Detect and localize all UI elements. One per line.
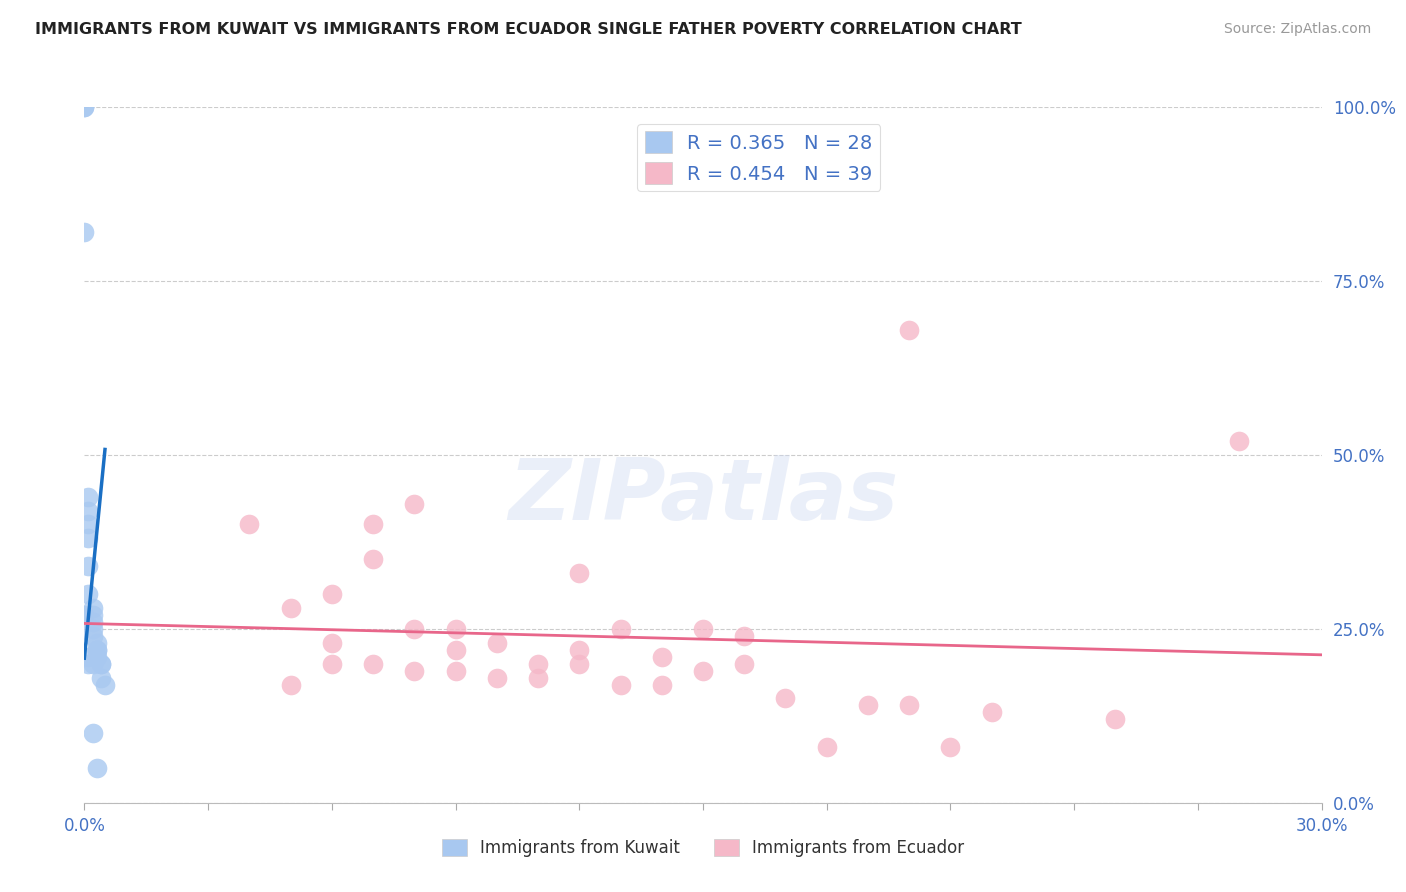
Point [485, 636, 508, 650]
Point [485, 671, 508, 685]
Point [86, 761, 108, 775]
Point [238, 517, 260, 532]
Point [90, 657, 112, 671]
Point [82, 622, 104, 636]
Point [73, 607, 96, 622]
Point [692, 664, 714, 678]
Text: IMMIGRANTS FROM KUWAIT VS IMMIGRANTS FROM ECUADOR SINGLE FATHER POVERTY CORRELAT: IMMIGRANTS FROM KUWAIT VS IMMIGRANTS FRO… [35, 22, 1022, 37]
Point [280, 677, 302, 691]
Text: Source: ZipAtlas.com: Source: ZipAtlas.com [1223, 22, 1371, 37]
Point [651, 649, 673, 664]
Point [568, 657, 591, 671]
Point [939, 740, 962, 755]
Point [361, 517, 384, 532]
Point [444, 642, 467, 657]
Point [1104, 712, 1126, 726]
Point [82, 607, 104, 622]
Point [77, 649, 100, 664]
Point [404, 622, 426, 636]
Point [82, 629, 104, 643]
Point [361, 552, 384, 566]
Point [404, 664, 426, 678]
Point [321, 587, 343, 601]
Point [733, 657, 755, 671]
Point [651, 677, 673, 691]
Point [733, 629, 755, 643]
Point [73, 100, 96, 114]
Point [77, 587, 100, 601]
Legend: Immigrants from Kuwait, Immigrants from Ecuador: Immigrants from Kuwait, Immigrants from … [436, 832, 970, 864]
Point [404, 497, 426, 511]
Point [86, 649, 108, 664]
Point [77, 490, 100, 504]
Point [444, 664, 467, 678]
Point [898, 323, 921, 337]
Point [321, 636, 343, 650]
Point [77, 503, 100, 517]
Point [82, 615, 104, 629]
Point [73, 100, 96, 114]
Point [898, 698, 921, 713]
Point [980, 706, 1002, 720]
Point [609, 677, 631, 691]
Point [568, 642, 591, 657]
Point [86, 642, 108, 657]
Point [77, 532, 100, 546]
Point [82, 657, 104, 671]
Point [527, 657, 550, 671]
Point [856, 698, 879, 713]
Point [692, 622, 714, 636]
Point [90, 671, 112, 685]
Point [73, 225, 96, 239]
Point [1227, 434, 1250, 448]
Point [77, 559, 100, 574]
Point [77, 657, 100, 671]
Point [609, 622, 631, 636]
Point [86, 636, 108, 650]
Point [775, 691, 797, 706]
Point [321, 657, 343, 671]
Point [82, 601, 104, 615]
Text: ZIPatlas: ZIPatlas [508, 455, 898, 538]
Point [527, 671, 550, 685]
Point [444, 622, 467, 636]
Point [568, 566, 591, 581]
Point [815, 740, 838, 755]
Point [90, 657, 112, 671]
Point [82, 726, 104, 740]
Point [361, 657, 384, 671]
Point [94, 677, 117, 691]
Point [86, 642, 108, 657]
Point [77, 517, 100, 532]
Point [280, 601, 302, 615]
